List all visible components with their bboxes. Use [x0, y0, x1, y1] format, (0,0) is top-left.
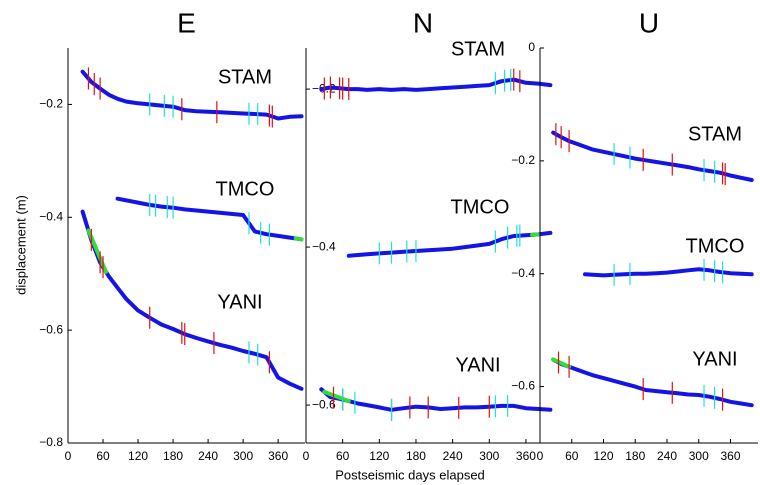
x-tick-label: 0 — [537, 449, 544, 463]
series-label: YANI — [217, 291, 262, 313]
series-label: YANI — [692, 348, 737, 370]
series-line — [583, 267, 754, 278]
y-tick-label: −0.4 — [312, 239, 336, 253]
highlight-segment — [293, 236, 304, 242]
series-label: STAM — [688, 123, 742, 145]
highlight-segment — [322, 389, 351, 404]
series-line — [80, 209, 304, 391]
y-tick-label: −0.8 — [39, 435, 63, 449]
y-tick-label: −0.2 — [39, 97, 63, 111]
series-label: STAM — [451, 38, 505, 60]
series-label: TMCO — [686, 235, 745, 257]
series-line — [551, 357, 754, 408]
x-tick-label: 180 — [406, 449, 426, 463]
panel-title: E — [177, 7, 196, 38]
series-line — [551, 130, 754, 182]
y-tick-label: −0.6 — [511, 379, 535, 393]
x-tick-label: 300 — [233, 449, 253, 463]
series-label: STAM — [218, 66, 272, 88]
x-tick-label: 60 — [96, 449, 110, 463]
series-label: TMCO — [451, 196, 510, 218]
x-tick-label: 180 — [625, 449, 645, 463]
series-line — [115, 196, 304, 242]
x-tick-label: 360 — [720, 449, 740, 463]
x-tick-label: 360 — [268, 449, 288, 463]
x-tick-label: 60 — [336, 449, 350, 463]
x-tick-label: 120 — [593, 449, 613, 463]
series-label: YANI — [455, 354, 500, 376]
x-tick-label: 0 — [303, 449, 310, 463]
x-tick-label: 240 — [443, 449, 463, 463]
x-tick-label: 300 — [689, 449, 709, 463]
x-axis-label: Postseismic days elapsed — [335, 467, 485, 482]
panel-title: N — [413, 7, 433, 38]
x-tick-label: 0 — [65, 449, 72, 463]
y-tick-label: −0.6 — [39, 322, 63, 336]
series-line — [80, 69, 304, 121]
x-tick-label: 300 — [479, 449, 499, 463]
y-tick-label: −0.6 — [312, 397, 336, 411]
y-axis-label: displacement (m) — [13, 195, 28, 295]
x-tick-label: 240 — [198, 449, 218, 463]
x-tick-label: 120 — [369, 449, 389, 463]
series-line — [346, 230, 553, 258]
x-tick-label: 120 — [128, 449, 148, 463]
x-tick-label: 240 — [657, 449, 677, 463]
x-tick-label: 60 — [565, 449, 579, 463]
highlight-segment — [551, 357, 572, 369]
series-line — [319, 77, 553, 92]
x-tick-label: 180 — [163, 449, 183, 463]
series-label: TMCO — [216, 178, 275, 200]
x-tick-label: 360 — [516, 449, 536, 463]
y-tick-label: −0.4 — [39, 209, 63, 223]
y-tick-label: −0.2 — [511, 153, 535, 167]
y-tick-label: 0 — [528, 40, 535, 54]
panel-title: U — [639, 7, 659, 38]
y-tick-label: −0.4 — [511, 266, 535, 280]
